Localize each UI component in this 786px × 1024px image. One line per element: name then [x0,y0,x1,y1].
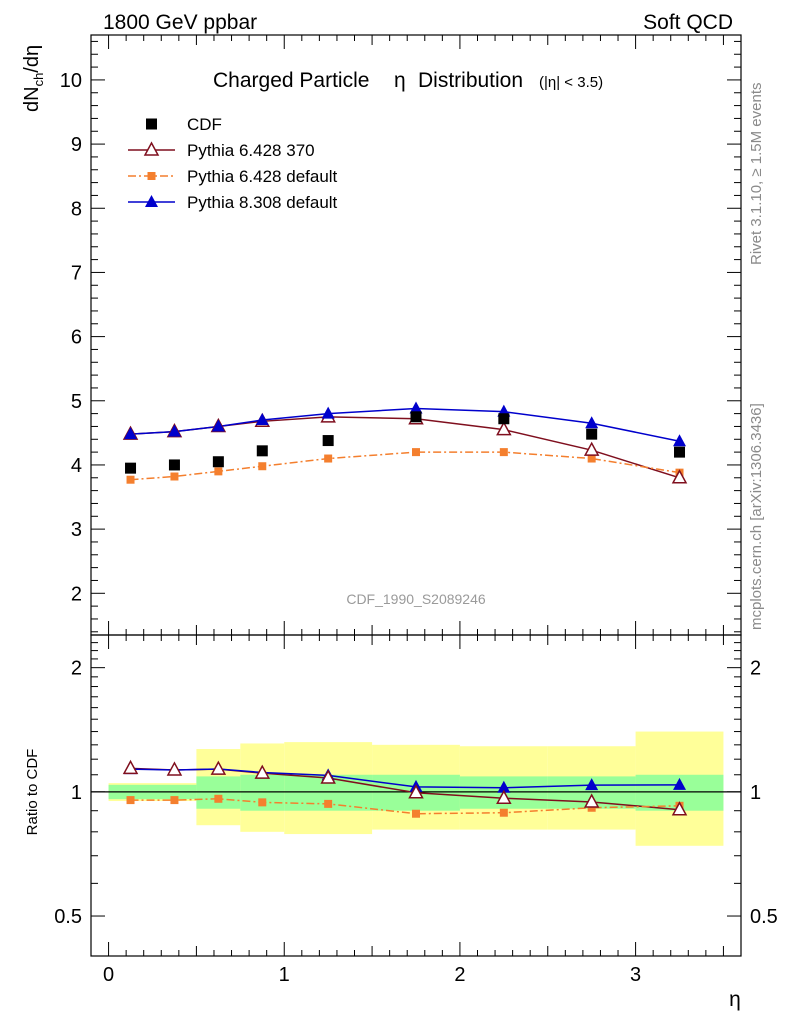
y-tick-label: 8 [71,198,82,220]
ratio-point [408,784,424,799]
legend-label: CDF [187,115,222,134]
y-tick-label: 10 [60,70,82,92]
data-point [170,472,179,481]
legend-marker [147,172,156,180]
x-axis-label: η [729,988,741,1011]
series-line-1 [130,416,680,479]
data-point [211,419,225,432]
ratio-point [496,789,512,804]
data-point [322,435,334,447]
y-tick-label: 4 [71,455,82,477]
ratio-panel: 0 1 2 3 0.5 0.5 1 1 2 2 [54,634,778,986]
data-point [168,459,180,471]
ratio-point [324,799,333,808]
ratio-point [673,777,687,790]
ratio-point [122,759,139,775]
main-title: Charged Particle η Distribution (|η| < 3… [213,69,603,92]
data-point [496,421,512,436]
ratio-point [214,794,223,803]
legend: CDF Pythia 6.428 370 Pythia 6.428 default P… [128,115,338,212]
ratio-point [210,760,227,775]
title-main: Charged Particle [213,69,369,92]
data-point [167,424,181,437]
y-tick-label: 9 [71,134,82,156]
ratio-y-tick-label-right: 1 [750,782,761,804]
title-cut: (|η| < 3.5) [539,74,603,91]
legend-label: Pythia 6.428 370 [187,141,315,160]
ratio-y-tick-label: 2 [71,658,82,680]
data-point [410,411,422,423]
y-tick-label: 6 [71,327,82,349]
svg-text:dNch/dη: dNch/dη [21,45,46,112]
data-point [498,413,510,425]
data-point [412,448,420,457]
y-tick-label: 5 [71,391,82,413]
header-left: 1800 GeV ppbar [103,11,257,34]
x-tick-label: 3 [630,964,641,986]
ratio-point [671,801,688,816]
mcplots-label: mcplots.cern.ch [arXiv:1306.3436] [748,403,765,630]
ratio-y-tick-label: 1 [71,782,82,804]
data-point [321,406,335,419]
ratio-point [585,778,599,791]
analysis-watermark: CDF_1990_S2089246 [346,591,486,607]
ratio-point [126,796,135,805]
ratio-y-tick-label: 0.5 [54,906,82,928]
data-point [212,456,224,468]
data-point [126,475,135,484]
data-point [409,401,423,414]
legend-marker [146,118,157,130]
ratio-point [497,780,511,793]
data-point [499,448,508,457]
data-point [125,462,137,474]
y-tick-label: 3 [71,519,82,541]
header-right: Soft QCD [643,11,733,34]
ratio-point [166,761,183,776]
legend-marker [143,141,160,156]
x-tick-label: 2 [454,964,465,986]
x-tick-label: 1 [279,964,290,986]
data-point [255,413,269,426]
title-rest: Distribution [418,69,523,92]
data-point [324,454,333,463]
main-frame [90,34,742,636]
data-point [256,445,268,457]
data-point [585,416,599,429]
stat-band [196,776,241,809]
ratio-point [320,769,336,784]
data-point [258,462,267,471]
data-point [583,441,600,456]
legend-marker [145,195,158,207]
x-tick-label: 0 [103,964,114,986]
ratio-point [499,808,508,817]
ratio-point [170,796,179,805]
legend-label: Pythia 6.428 default [187,167,338,186]
ratio-point [587,803,596,812]
y-tick-label: 2 [71,583,82,605]
data-point [214,467,223,476]
rivet-label: Rivet 3.1.10, ≥ 1.5M events [748,83,765,266]
data-point [586,428,598,440]
ratio-point [583,793,600,808]
data-point [674,446,686,458]
legend-label: Pythia 8.308 default [187,193,338,212]
ratio-point [258,798,267,807]
y-axis-label: dNch/dη [21,45,46,112]
y-tick-label: 7 [71,262,82,284]
data-point [671,469,688,484]
data-point [124,427,138,440]
ratio-point [254,764,271,779]
title-eta: η [394,69,406,92]
ratio-point [412,809,420,818]
data-point [587,454,596,463]
ratio-y-label: Ratio to CDF [24,749,41,836]
ratio-y-tick-label-right: 0.5 [750,906,778,928]
main-panel: 2 3 4 5 6 7 8 9 10 [60,34,742,956]
ratio-y-tick-label-right: 2 [750,658,761,680]
data-point [673,434,687,447]
